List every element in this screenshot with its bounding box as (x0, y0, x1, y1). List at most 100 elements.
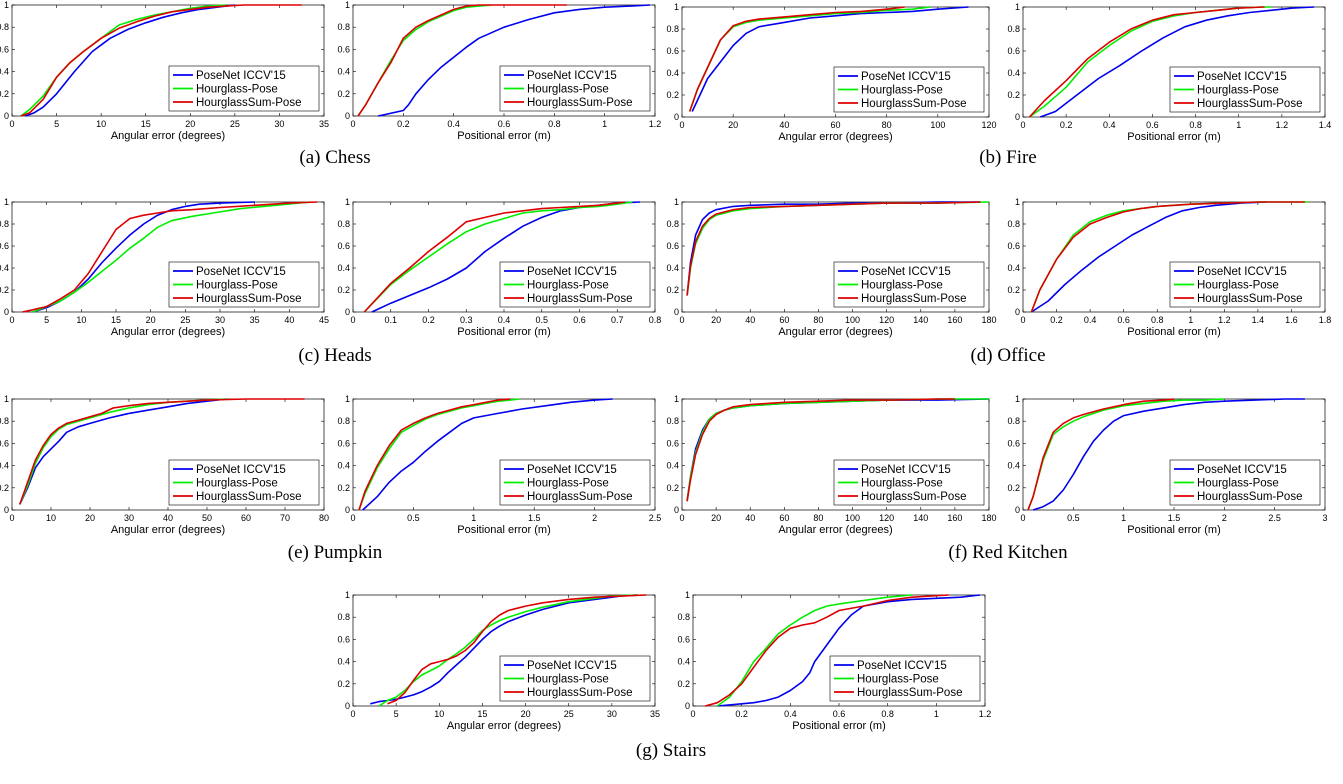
y-tick-label: 0.6 (677, 634, 690, 644)
legend: PoseNet ICCV'15 Hourglass-PoseHourglassSu… (833, 66, 985, 113)
legend-entry: Hourglass-Pose (857, 674, 939, 686)
x-tick-label: 0.2 (1050, 315, 1063, 325)
legend-box (1169, 459, 1321, 506)
series-line (19, 398, 305, 505)
x-tick-label: 1.5 (528, 513, 541, 523)
legend-entry: Hourglass-Pose (1197, 85, 1279, 97)
plot-frame (1022, 6, 1326, 118)
x-tick-label: 2 (592, 513, 597, 523)
plot-7: 0 0.2 0.4 0.6 0.8 1 1.2 1.4 1.6 1.8 0 0.2 0.4 0.6 0.8 1… (1007, 197, 1331, 338)
y-tick-label: 0 (345, 505, 350, 515)
series-line (1027, 398, 1175, 511)
series-line (686, 398, 955, 502)
x-tick-label: 60 (779, 315, 789, 325)
x-tick-label: 1.2 (1276, 120, 1289, 130)
x-tick-label: 0.2 (422, 315, 435, 325)
series-line (387, 594, 647, 705)
x-tick-label: 10 (96, 119, 106, 129)
series-line (1030, 201, 1305, 313)
legend-box (499, 261, 651, 308)
x-tick-label: 40 (745, 315, 755, 325)
y-tick-label: 0.8 (1007, 219, 1020, 229)
legend-entry: HourglassSum-Pose (1197, 98, 1302, 110)
x-axis-label: Positional error (m) (792, 720, 886, 732)
y-tick-label: 0.4 (0, 67, 9, 77)
y-tick-label: 0.4 (666, 263, 679, 273)
y-tick-label: 0.4 (337, 67, 350, 77)
plot-8: 0 10 20 30 40 50 60 70 80 0 0.2 0.4 0.6 0.8 1 Angular e… (0, 394, 329, 536)
x-tick-label: 60 (830, 120, 840, 130)
x-tick-label: 0 (350, 709, 355, 719)
legend-entry: PoseNet ICCV'15 (1197, 71, 1287, 83)
y-tick-label: 0.4 (337, 263, 350, 273)
x-tick-label: 0.6 (833, 709, 846, 719)
y-tick-label: 0.4 (0, 263, 9, 273)
plot-frame (11, 201, 325, 313)
y-tick-label: 0 (345, 111, 350, 121)
y-tick-label: 0.2 (1007, 90, 1020, 100)
legend-box (499, 655, 651, 702)
y-tick-label: 0.6 (0, 44, 9, 54)
legend: PoseNet ICCV'15 Hourglass-PoseHourglassSu… (168, 65, 320, 112)
series-line (378, 4, 651, 117)
y-tick-label: 0.6 (337, 241, 350, 251)
x-tick-label: 0 (350, 119, 355, 129)
y-tick-label: 1 (685, 590, 690, 600)
legend-entry: Hourglass-Pose (527, 84, 609, 96)
legend-entry: Hourglass-Pose (1197, 478, 1279, 490)
x-tick-label: 15 (477, 709, 487, 719)
series-line (358, 398, 520, 511)
x-tick-label: 1.5 (1168, 513, 1181, 523)
legend: PoseNet ICCV'15 Hourglass-PoseHourglassSu… (1169, 261, 1321, 308)
series-line (1027, 398, 1225, 511)
x-tick-label: 0 (1020, 315, 1025, 325)
x-tick-label: 20 (711, 513, 721, 523)
series-line (358, 398, 511, 511)
y-tick-label: 0.8 (1007, 416, 1020, 426)
series-line (363, 201, 633, 313)
legend: PoseNet ICCV'15 Hourglass-PoseHourglassSu… (168, 261, 320, 308)
series-line (1040, 6, 1315, 118)
plot-3: 0 0.2 0.4 0.6 0.8 1 1.2 1.4 0 0.2 0.4 0.6 0.8 1 Positi… (1007, 2, 1331, 143)
caption-office: (d) Office (970, 345, 1045, 366)
series-line (704, 594, 949, 707)
y-tick-label: 0 (1015, 307, 1020, 317)
x-tick-label: 40 (745, 513, 755, 523)
legend-box (833, 261, 985, 308)
x-axis-label: Positional error (m) (1127, 326, 1221, 338)
x-tick-label: 0.2 (1060, 120, 1073, 130)
x-tick-label: 0.8 (1151, 315, 1164, 325)
y-tick-label: 1 (345, 0, 350, 10)
series-line (20, 4, 302, 117)
y-tick-label: 1 (4, 394, 9, 404)
plot-frame (681, 398, 990, 511)
legend-entry: HourglassSum-Pose (196, 491, 301, 503)
y-tick-label: 0.2 (337, 89, 350, 99)
x-tick-label: 0 (679, 315, 684, 325)
x-tick-label: 5 (44, 315, 49, 325)
x-tick-label: 50 (202, 513, 212, 523)
y-tick-label: 0.8 (337, 22, 350, 32)
legend-box (833, 66, 985, 113)
series-line (362, 398, 613, 511)
y-tick-label: 0.2 (666, 90, 679, 100)
x-axis-label: Positional error (m) (457, 326, 551, 338)
x-tick-label: 0.6 (1117, 315, 1130, 325)
y-tick-label: 0.6 (666, 438, 679, 448)
legend: PoseNet ICCV'15 Hourglass-PoseHourglassSu… (833, 261, 985, 308)
y-tick-label: 0.4 (1007, 263, 1020, 273)
x-tick-label: 25 (230, 119, 240, 129)
y-tick-label: 1 (1015, 2, 1020, 12)
x-tick-label: 160 (947, 315, 962, 325)
legend-entry: HourglassSum-Pose (1197, 491, 1302, 503)
legend-entry: Hourglass-Pose (527, 280, 609, 292)
x-tick-label: 0.5 (1067, 513, 1080, 523)
legend-entry: HourglassSum-Pose (527, 687, 632, 699)
y-tick-label: 0.8 (337, 219, 350, 229)
legend-entry: HourglassSum-Pose (527, 97, 632, 109)
legend-entry: PoseNet ICCV'15 (857, 660, 947, 672)
legend-box (833, 459, 985, 506)
x-tick-label: 40 (779, 120, 789, 130)
y-tick-label: 0.2 (337, 679, 350, 689)
x-axis-label: Positional error (m) (1127, 524, 1221, 536)
